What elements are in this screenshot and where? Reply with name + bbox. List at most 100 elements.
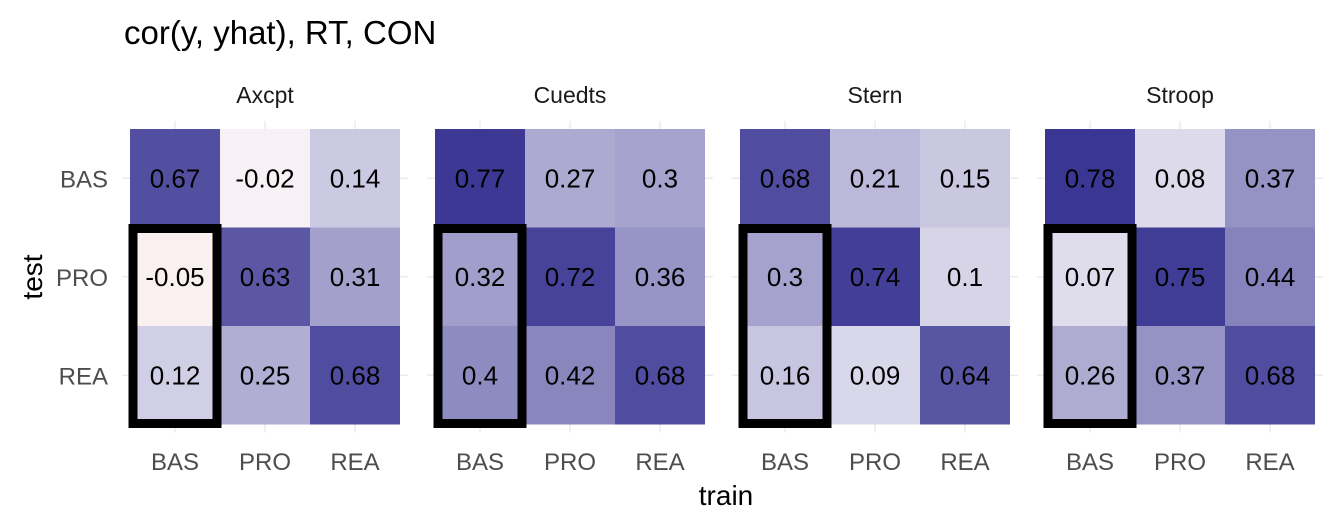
cell-value-label: 0.1 [947, 262, 983, 292]
cell-value-label: 0.74 [850, 262, 901, 292]
cell-value-label: 0.37 [1245, 163, 1296, 193]
y-tick-label: REA [59, 363, 108, 390]
cell-value-label: -0.02 [235, 163, 294, 193]
cell-value-label: 0.15 [940, 163, 991, 193]
x-tick-label: BAS [761, 449, 809, 476]
heatmap-cell [130, 227, 220, 326]
heatmap-cell [1045, 129, 1135, 228]
cell-value-label: 0.4 [462, 360, 498, 390]
cell-value-label: 0.31 [330, 262, 381, 292]
heatmap-cell [830, 129, 920, 228]
cell-value-label: 0.63 [240, 262, 291, 292]
panel-stern: Stern 0.68 0.21 0.15 0.3 0.74 0.1 0.16 0.09 0.64 B… [732, 82, 1018, 476]
panel-stroop: Stroop 0.78 0.08 0.37 0.07 0.75 0.44 0.26 0.37 0.… [1037, 82, 1323, 476]
cell-value-label: 0.09 [850, 360, 901, 390]
x-tick-label: PRO [544, 449, 596, 476]
cell-value-label: 0.42 [545, 360, 596, 390]
cell-value-label: 0.78 [1065, 163, 1116, 193]
highlight-box [433, 224, 527, 428]
x-tick-label: BAS [456, 449, 504, 476]
cell-value-label: 0.32 [455, 262, 506, 292]
facet-label: Axcpt [236, 82, 294, 108]
heatmap-cell [740, 326, 830, 425]
cell-value-label: 0.77 [455, 163, 506, 193]
x-tick-label: REA [940, 449, 989, 476]
heatmap-cell [220, 227, 310, 326]
y-axis-title: test [17, 254, 48, 299]
chart-title: cor(y, yhat), RT, CON [124, 14, 436, 51]
cell-value-label: 0.68 [760, 163, 811, 193]
heatmap-cell [920, 326, 1010, 425]
facet-panels: Axcpt 0.67 -0.02 0.14 -0.05 0.63 0.31 0.12 0.25 0… [56, 82, 1323, 476]
heatmap-cell [525, 129, 615, 228]
cell-value-label: 0.3 [642, 163, 678, 193]
heatmap-cell [435, 326, 525, 425]
heatmap-cell [1225, 227, 1315, 326]
x-tick-label: REA [635, 449, 684, 476]
heatmap-cell [1135, 227, 1225, 326]
facet-label: Stroop [1146, 82, 1214, 108]
heatmap-cell [1225, 326, 1315, 425]
highlight-box [738, 224, 832, 428]
y-tick-label: PRO [56, 265, 108, 292]
cell-value-label: 0.14 [330, 163, 381, 193]
heatmap-cell [310, 227, 400, 326]
x-tick-label: BAS [151, 449, 199, 476]
heatmap-cell [740, 227, 830, 326]
heatmap-cell [830, 227, 920, 326]
heatmap-cell [310, 326, 400, 425]
heatmap-cell [220, 326, 310, 425]
heatmap-cell [615, 129, 705, 228]
heatmap-cell [435, 129, 525, 228]
highlight-box [1043, 224, 1137, 428]
cell-value-label: 0.64 [940, 360, 991, 390]
cell-value-label: 0.44 [1245, 262, 1296, 292]
x-tick-label: REA [330, 449, 379, 476]
cell-value-label: 0.12 [150, 360, 201, 390]
x-tick-label: BAS [1066, 449, 1114, 476]
heatmap-cell [615, 326, 705, 425]
y-tick-label: BAS [60, 166, 108, 193]
cell-value-label: 0.21 [850, 163, 901, 193]
x-tick-label: PRO [849, 449, 901, 476]
cell-value-label: 0.68 [1245, 360, 1296, 390]
cell-value-label: 0.37 [1155, 360, 1206, 390]
heatmap-cell [830, 326, 920, 425]
heatmap-cell [435, 227, 525, 326]
x-tick-label: REA [1245, 449, 1294, 476]
heatmap-cell [1135, 326, 1225, 425]
heatmap-cell [740, 129, 830, 228]
cell-value-label: 0.75 [1155, 262, 1206, 292]
x-tick-label: PRO [239, 449, 291, 476]
heatmap-cell [130, 129, 220, 228]
facet-label: Stern [848, 82, 903, 108]
cell-value-label: 0.25 [240, 360, 291, 390]
panel-axcpt: Axcpt 0.67 -0.02 0.14 -0.05 0.63 0.31 0.12 0.25 0… [122, 82, 408, 476]
cell-value-label: 0.26 [1065, 360, 1116, 390]
x-tick-label: PRO [1154, 449, 1206, 476]
cell-value-label: 0.3 [767, 262, 803, 292]
cell-value-label: 0.08 [1155, 163, 1206, 193]
panel-cuedts: Cuedts 0.77 0.27 0.3 0.32 0.72 0.36 0.4 0.42 0.68… [427, 82, 713, 476]
heatmap-cell [1135, 129, 1225, 228]
heatmap-cell [920, 129, 1010, 228]
cell-value-label: 0.36 [635, 262, 686, 292]
cell-value-label: 0.68 [330, 360, 381, 390]
heatmap-cell [920, 227, 1010, 326]
cell-value-label: 0.16 [760, 360, 811, 390]
y-axis-ticks: BAS PRO REA [56, 166, 108, 390]
cell-value-label: 0.72 [545, 262, 596, 292]
heatmap-cell [525, 326, 615, 425]
cell-value-label: 0.27 [545, 163, 596, 193]
cell-value-label: 0.07 [1065, 262, 1116, 292]
heatmap-cell [525, 227, 615, 326]
highlight-box [128, 224, 222, 428]
heatmap-cell [615, 227, 705, 326]
cell-value-label: 0.68 [635, 360, 686, 390]
heatmap-cell [220, 129, 310, 228]
facet-label: Cuedts [534, 82, 607, 108]
heatmap-cell [1225, 129, 1315, 228]
cell-value-label: 0.67 [150, 163, 201, 193]
heatmap-cell [130, 326, 220, 425]
